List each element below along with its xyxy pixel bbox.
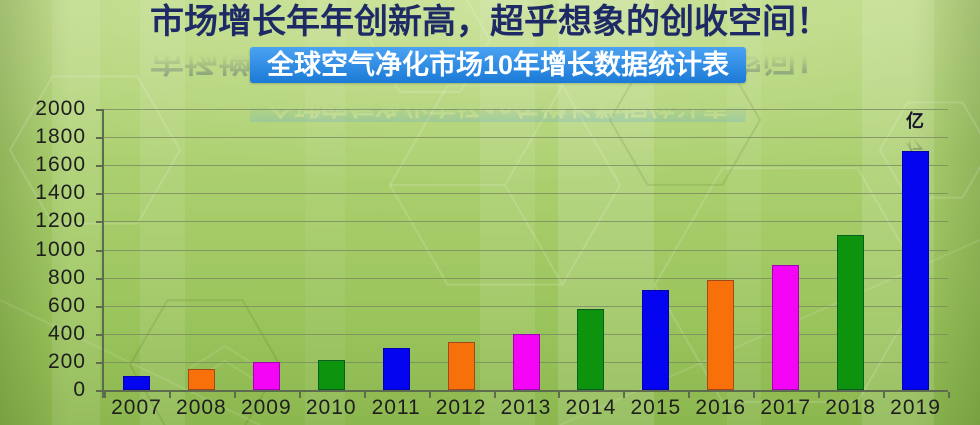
y-axis-label: 200 (47, 349, 86, 373)
x-axis-tick (104, 392, 106, 398)
bar (772, 264, 800, 390)
gridline (104, 109, 948, 110)
x-axis-tick (428, 392, 431, 398)
x-axis-tick (688, 392, 691, 398)
y-axis-label: 1400 (35, 181, 86, 205)
bar (187, 368, 215, 390)
y-axis-label: 0 (73, 378, 86, 401)
y-axis-tick (96, 361, 104, 364)
gridline (104, 249, 948, 251)
bar (317, 360, 345, 390)
gridline (104, 277, 948, 279)
bar (512, 333, 540, 390)
x-axis-label: 2013 (500, 396, 552, 419)
y-axis-tick (96, 333, 104, 336)
gridline (104, 165, 948, 167)
y-axis-label: 1200 (35, 209, 86, 233)
y-axis (102, 109, 104, 398)
y-axis-tick (96, 390, 104, 392)
bar (577, 308, 605, 390)
x-axis-label: 2015 (630, 396, 682, 419)
bar (642, 290, 670, 390)
gridline (104, 137, 948, 139)
x-axis-tick (623, 392, 626, 398)
x-axis-tick (558, 392, 561, 398)
y-axis-tick (96, 277, 104, 280)
x-axis-tick (363, 392, 366, 398)
x-axis-label: 2018 (825, 396, 876, 419)
y-axis-tick (96, 193, 104, 196)
y-axis-label: 600 (47, 293, 86, 317)
y-axis-tick (96, 249, 104, 252)
x-axis-label: 2016 (695, 396, 747, 419)
bar (252, 361, 280, 390)
subtitle-banner: 全球空气净化市场10年增长数据统计表 (249, 47, 747, 83)
gridline (104, 193, 948, 195)
x-axis-tick (818, 392, 821, 398)
subtitle-text: 全球空气净化市场10年增长数据统计表 (266, 50, 730, 80)
bar (902, 151, 930, 390)
y-axis-tick (96, 109, 104, 111)
x-axis (102, 390, 948, 392)
bar (707, 280, 735, 390)
y-axis-tick (96, 165, 104, 168)
x-axis-label: 2007 (111, 396, 162, 419)
x-axis-label: 2008 (176, 396, 227, 419)
x-axis-label: 2012 (435, 396, 487, 419)
x-axis-tick (493, 392, 496, 398)
bar (122, 375, 150, 390)
y-axis-label: 1800 (35, 125, 86, 149)
page-title: 市场增长年年创新高，超乎想象的创收空间！ (150, 3, 830, 41)
y-axis-tick (96, 305, 104, 308)
x-axis-label: 2009 (240, 396, 292, 419)
bar (382, 347, 410, 390)
x-axis-tick (883, 392, 886, 398)
y-axis-tick (96, 221, 104, 224)
x-axis-tick (753, 392, 756, 398)
y-axis-tick (96, 137, 104, 140)
unit-label: 亿 (906, 111, 924, 131)
x-axis-label: 2011 (371, 396, 421, 419)
x-axis-tick (168, 392, 171, 398)
x-axis-label: 2019 (890, 396, 941, 419)
x-axis-tick (233, 392, 236, 398)
y-axis-label: 400 (47, 321, 86, 345)
gridline (104, 305, 948, 307)
y-axis-label: 1000 (35, 237, 86, 261)
x-axis-label: 2010 (305, 396, 357, 419)
y-axis-label: 2000 (35, 97, 86, 120)
x-axis-label: 2017 (760, 396, 812, 419)
bar (837, 235, 865, 390)
x-axis-tick (298, 392, 301, 398)
gridline (104, 221, 948, 223)
y-axis-label: 1600 (35, 153, 86, 177)
x-axis-tick (948, 392, 950, 398)
bar (447, 342, 475, 390)
x-axis-label: 2014 (565, 396, 617, 419)
y-axis-label: 800 (47, 265, 86, 289)
